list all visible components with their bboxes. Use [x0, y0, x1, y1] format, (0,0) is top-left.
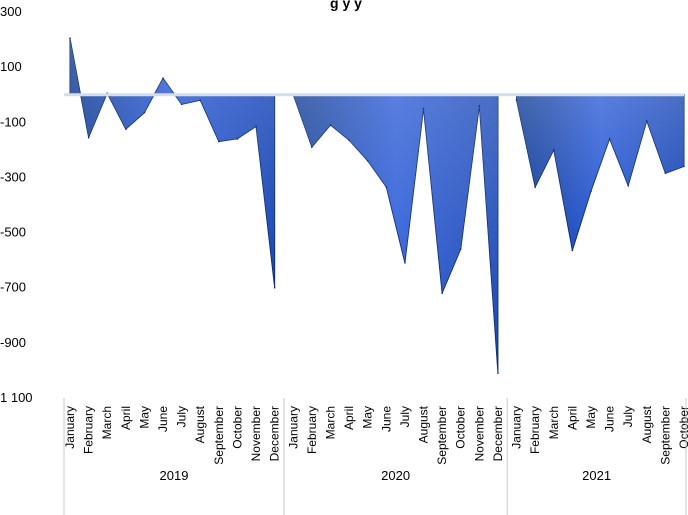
title-layer: g y y — [330, 0, 362, 11]
area-series — [69, 37, 685, 374]
data-point — [125, 128, 127, 130]
x-tick-label: May — [584, 406, 598, 429]
x-tick-label: March — [323, 406, 337, 439]
data-point — [645, 120, 648, 122]
data-point — [459, 248, 462, 250]
data-point — [199, 99, 202, 102]
area-gloss-2021 — [516, 94, 684, 251]
y-axis-ticks: 300 100 -100 -300 -500 -700 -900 1 100 — [0, 4, 33, 405]
data-point — [534, 186, 536, 188]
data-point — [515, 99, 518, 102]
y-tick-label: -300 — [0, 169, 26, 184]
y-tick-label: -900 — [0, 335, 26, 350]
data-point — [255, 125, 257, 128]
x-tick-label: March — [100, 406, 114, 439]
x-tick-label: January — [63, 406, 77, 449]
data-point — [366, 160, 369, 162]
x-tick-label: August — [417, 405, 431, 443]
x-tick-label: June — [603, 406, 617, 432]
y-tick-label: 300 — [0, 4, 22, 19]
x-tick-label: February — [82, 406, 96, 454]
data-point — [552, 149, 555, 151]
x-tick-label: December — [491, 406, 505, 461]
x-tick-label: April — [342, 406, 356, 430]
year-label: 2020 — [381, 468, 410, 483]
area-gloss-2020 — [293, 94, 498, 374]
y-tick-label: 1 100 — [0, 390, 33, 405]
chart-title: g y y — [330, 0, 362, 11]
data-point — [218, 140, 220, 143]
data-point — [385, 186, 388, 188]
x-tick-label: September — [212, 406, 226, 465]
x-tick-label: March — [547, 406, 561, 439]
y-tick-label: -100 — [0, 114, 26, 129]
data-point — [590, 190, 592, 193]
x-tick-label: September — [435, 406, 449, 465]
x-tick-label: June — [156, 406, 170, 432]
x-tick-label: July — [621, 406, 635, 427]
area-gloss-2019 — [70, 38, 275, 288]
x-tick-label: December — [268, 406, 282, 461]
data-point — [404, 262, 406, 264]
data-point — [162, 77, 164, 79]
year-label: 2019 — [160, 468, 189, 483]
data-point — [180, 103, 183, 106]
x-tick-label: April — [565, 406, 579, 430]
x-tick-label: February — [528, 406, 542, 454]
data-point — [571, 249, 574, 252]
x-tick-label: January — [510, 406, 524, 449]
data-point — [683, 165, 685, 168]
data-point — [69, 37, 71, 39]
x-tick-label: October — [230, 406, 244, 449]
data-point — [497, 372, 499, 374]
year-label: 2021 — [582, 468, 611, 483]
x-tick-label: July — [175, 406, 189, 427]
data-point — [236, 138, 239, 140]
x-axis-year-labels: 2019 2020 2021 — [63, 398, 687, 515]
data-point — [329, 124, 332, 126]
x-tick-label: November — [472, 406, 486, 461]
x-axis-month-labels: January February March April May June July Augu… — [63, 405, 688, 464]
data-point — [348, 139, 350, 142]
data-point — [311, 146, 313, 148]
x-tick-label: June — [379, 406, 393, 432]
y-tick-label: 100 — [0, 59, 22, 74]
x-tick-label: October — [677, 406, 688, 449]
x-tick-label: April — [119, 406, 133, 430]
area-path-2019 — [69, 38, 276, 288]
x-tick-label: October — [454, 406, 468, 449]
x-tick-label: July — [398, 406, 412, 427]
x-tick-label: February — [305, 406, 319, 454]
x-tick-label: May — [137, 406, 151, 429]
x-tick-label: August — [640, 405, 654, 443]
data-point — [664, 172, 667, 175]
x-tick-label: January — [286, 406, 300, 449]
data-point — [143, 111, 146, 114]
data-point — [478, 104, 481, 107]
y-tick-label: -500 — [0, 225, 26, 240]
data-point — [273, 286, 276, 289]
data-point — [627, 184, 629, 187]
data-point — [608, 138, 611, 140]
x-tick-label: September — [658, 406, 672, 465]
x-tick-label: May — [361, 406, 375, 429]
data-point — [87, 136, 90, 139]
data-point — [422, 107, 425, 110]
x-tick-label: August — [193, 405, 207, 443]
data-point — [441, 292, 443, 295]
y-tick-label: -700 — [0, 280, 26, 295]
x-tick-label: November — [249, 406, 263, 461]
